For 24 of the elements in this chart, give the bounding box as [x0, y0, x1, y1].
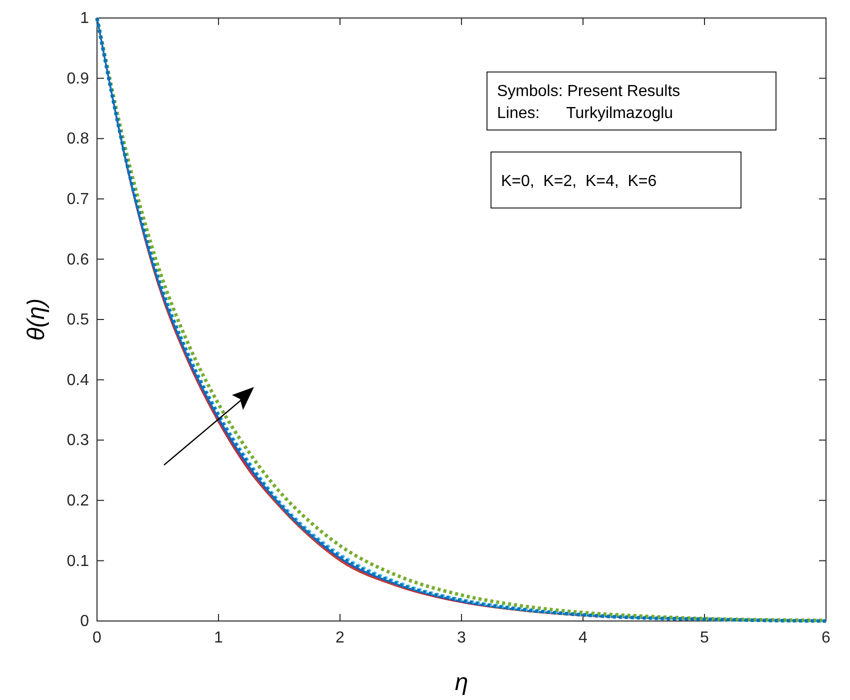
- y-tick-label: 0.8: [66, 130, 90, 148]
- x-tick-label: 0: [92, 629, 102, 646]
- y-tick-label: 0.6: [66, 251, 90, 268]
- y-axis-title: θ(η): [23, 298, 50, 341]
- x-tick-label: 3: [457, 629, 466, 646]
- y-tick-label: 0.9: [66, 70, 90, 88]
- x-axis-title: η: [454, 669, 468, 696]
- y-tick-label: 0.5: [66, 312, 90, 329]
- y-tick-label: 0.1: [66, 552, 90, 570]
- y-tick-label: 0.3: [66, 432, 90, 450]
- annotation: K=0, K=2, K=4, K=6: [501, 173, 657, 190]
- y-tick-label: 0.4: [66, 372, 90, 389]
- annotation: Symbols: Present Results Lines: Turkyilmazoglu: [497, 83, 680, 122]
- x-tick-label: 4: [578, 629, 588, 646]
- x-tick-label: 2: [336, 629, 345, 646]
- x-tick-label: 5: [700, 629, 710, 646]
- text-box: Symbols: Present Results Lines: Turkyilmazoglu: [486, 72, 776, 130]
- y-tick-label: 0: [80, 613, 90, 630]
- y-tick-label: 1: [80, 10, 90, 28]
- x-tick-label: 6: [822, 629, 831, 646]
- y-tick-label: 0.7: [66, 191, 90, 208]
- text-box: K=0, K=2, K=4, K=6: [490, 152, 742, 208]
- y-tick-label: 0.2: [66, 492, 90, 510]
- x-tick-label: 1: [214, 629, 224, 646]
